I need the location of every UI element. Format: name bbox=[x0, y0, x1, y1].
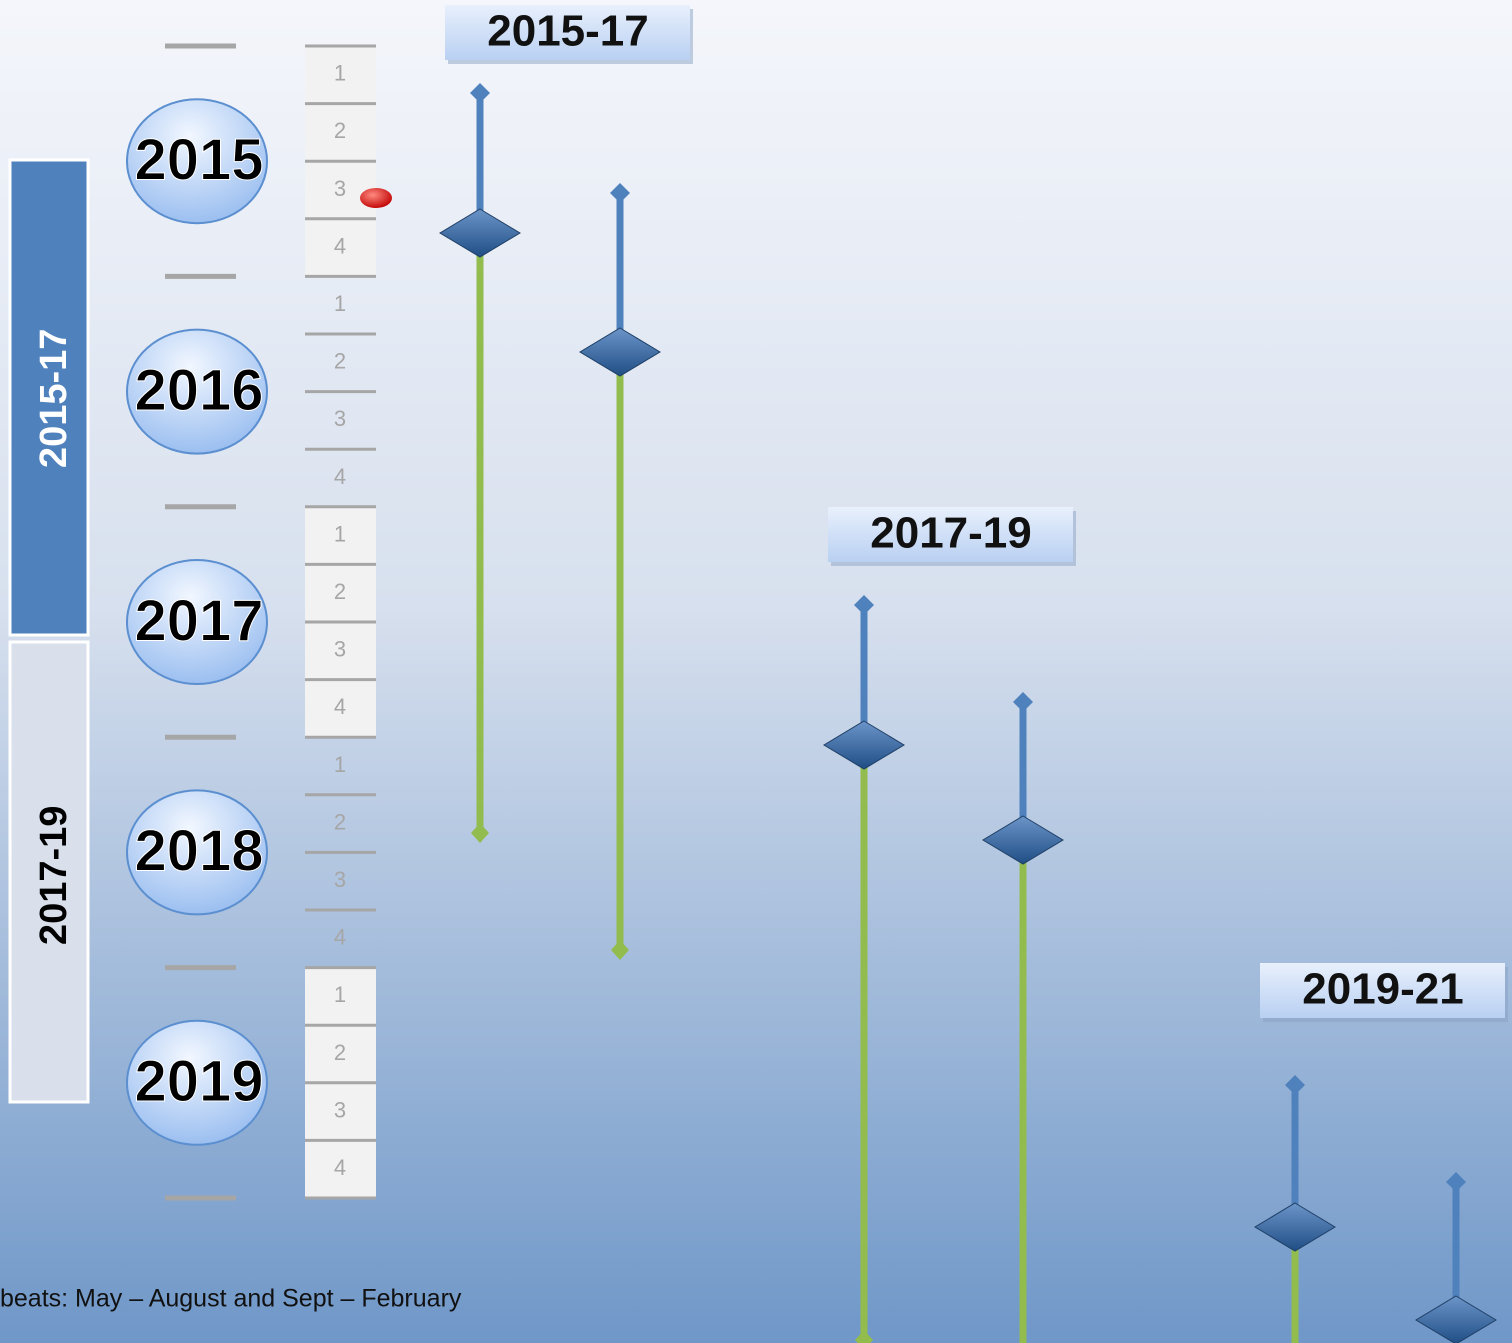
blue-end bbox=[470, 83, 490, 103]
quarter-label: 1 bbox=[334, 521, 346, 546]
period-header-box bbox=[828, 507, 1073, 562]
period-header-box bbox=[1260, 963, 1505, 1018]
year-circle bbox=[126, 789, 268, 916]
quarter-label: 4 bbox=[334, 1155, 346, 1180]
layer: 1 2 3 4 2015 1 2 3 4 2016 1 2 3 4 2017 1 2 3 4 2018 1 2 3 4 2019… bbox=[0, 5, 1508, 1343]
blue-end bbox=[1446, 1172, 1466, 1192]
year-label: 2015 bbox=[134, 128, 263, 193]
quarter-label: 4 bbox=[334, 233, 346, 258]
side-period-bar bbox=[8, 158, 90, 637]
quarter-label: 1 bbox=[334, 61, 346, 86]
green-end bbox=[855, 1330, 873, 1343]
quarter-label: 2 bbox=[334, 1040, 346, 1065]
quarter-label: 3 bbox=[334, 637, 346, 662]
year-circle bbox=[126, 98, 268, 225]
milestone-diamond bbox=[982, 815, 1064, 865]
footer-note: beats: May – August and Sept – February bbox=[0, 1285, 462, 1313]
year-label: 2016 bbox=[134, 358, 263, 423]
quarter-label: 1 bbox=[334, 982, 346, 1007]
year-label: 2019 bbox=[134, 1049, 263, 1114]
quarter-label: 2 bbox=[334, 809, 346, 834]
green-end bbox=[611, 940, 629, 960]
milestone-diamond bbox=[439, 208, 521, 258]
year-label: 2017 bbox=[134, 588, 263, 653]
year-circle bbox=[126, 328, 268, 455]
quarter-label: 2 bbox=[334, 118, 346, 143]
milestone-diamond bbox=[579, 327, 661, 377]
quarter-label: 2 bbox=[334, 579, 346, 604]
quarter-label: 1 bbox=[334, 752, 346, 777]
period-header: 2015-17 bbox=[487, 7, 648, 56]
quarter-label: 2 bbox=[334, 349, 346, 374]
year-circle bbox=[126, 559, 268, 685]
period-header: 2017-19 bbox=[870, 509, 1031, 558]
quarter-label: 3 bbox=[334, 176, 346, 201]
blue-end bbox=[1013, 692, 1033, 712]
blue-end bbox=[1285, 1075, 1305, 1095]
quarter-label: 4 bbox=[334, 694, 346, 719]
quarter-label: 4 bbox=[334, 464, 346, 489]
period-header-box bbox=[445, 5, 690, 60]
quarter-label: 3 bbox=[334, 867, 346, 892]
milestone-diamond bbox=[1254, 1202, 1336, 1252]
milestone-diamond bbox=[823, 720, 905, 770]
green-end bbox=[471, 823, 489, 843]
current-marker bbox=[360, 188, 392, 208]
period-header: 2019-21 bbox=[1302, 965, 1463, 1014]
quarter-label: 1 bbox=[334, 291, 346, 316]
side-period-label: 2015-17 bbox=[33, 329, 75, 468]
blue-end bbox=[854, 595, 874, 615]
milestone-diamond bbox=[1415, 1295, 1497, 1343]
side-period-label: 2017-19 bbox=[33, 806, 75, 945]
quarter-label: 4 bbox=[334, 925, 346, 950]
blue-end bbox=[610, 183, 630, 203]
year-circle bbox=[126, 1019, 268, 1146]
quarter-label: 3 bbox=[334, 1097, 346, 1122]
year-label: 2018 bbox=[134, 819, 263, 884]
quarter-label: 3 bbox=[334, 406, 346, 431]
side-period-bar bbox=[8, 640, 90, 1104]
